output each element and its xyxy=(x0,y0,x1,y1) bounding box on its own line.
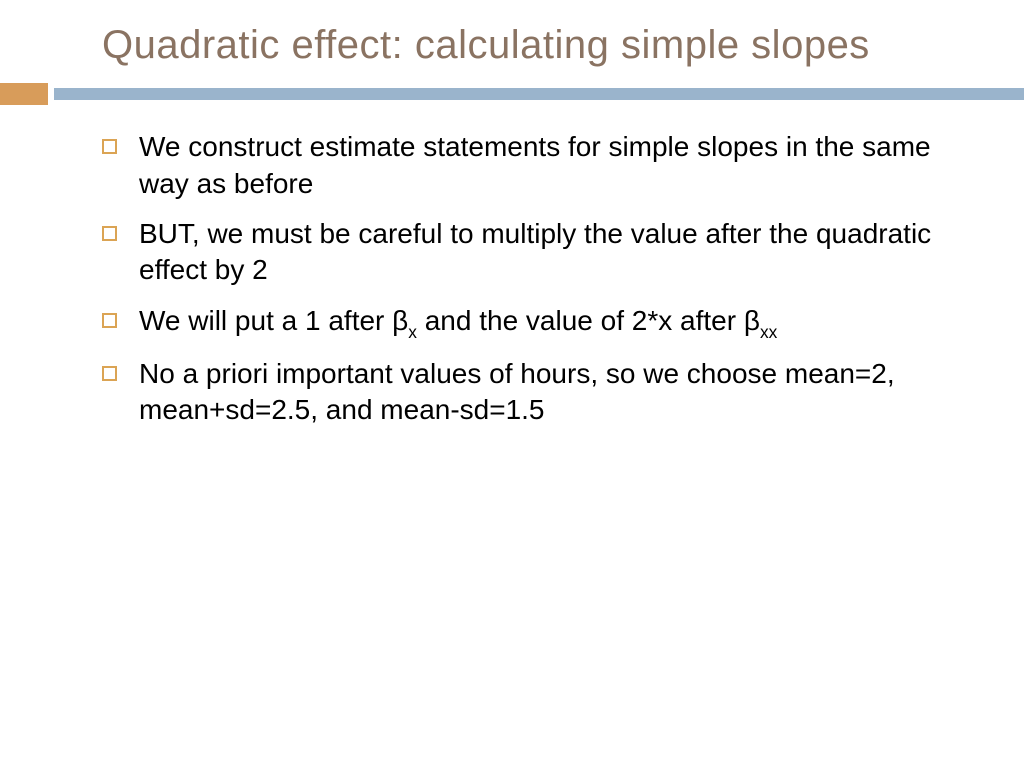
bullet-square-icon xyxy=(102,313,117,328)
bullet-square-icon xyxy=(102,366,117,381)
divider-accent-right xyxy=(54,88,1024,100)
content-area: We construct estimate statements for sim… xyxy=(0,105,1024,429)
bullet-item: BUT, we must be careful to multiply the … xyxy=(102,216,964,289)
bullet-text: We construct estimate statements for sim… xyxy=(139,129,964,202)
bullet-item: We will put a 1 after βx and the value o… xyxy=(102,303,964,342)
slide-title: Quadratic effect: calculating simple slo… xyxy=(0,0,1024,77)
subscript: x xyxy=(408,322,417,342)
bullet-item: We construct estimate statements for sim… xyxy=(102,129,964,202)
bullet-text: BUT, we must be careful to multiply the … xyxy=(139,216,964,289)
title-divider xyxy=(0,83,1024,105)
divider-accent-left xyxy=(0,83,48,105)
bullet-text: No a priori important values of hours, s… xyxy=(139,356,964,429)
bullet-text: We will put a 1 after βx and the value o… xyxy=(139,303,964,342)
slide: Quadratic effect: calculating simple slo… xyxy=(0,0,1024,768)
subscript: xx xyxy=(760,322,777,342)
bullet-square-icon xyxy=(102,226,117,241)
bullet-item: No a priori important values of hours, s… xyxy=(102,356,964,429)
bullet-square-icon xyxy=(102,139,117,154)
